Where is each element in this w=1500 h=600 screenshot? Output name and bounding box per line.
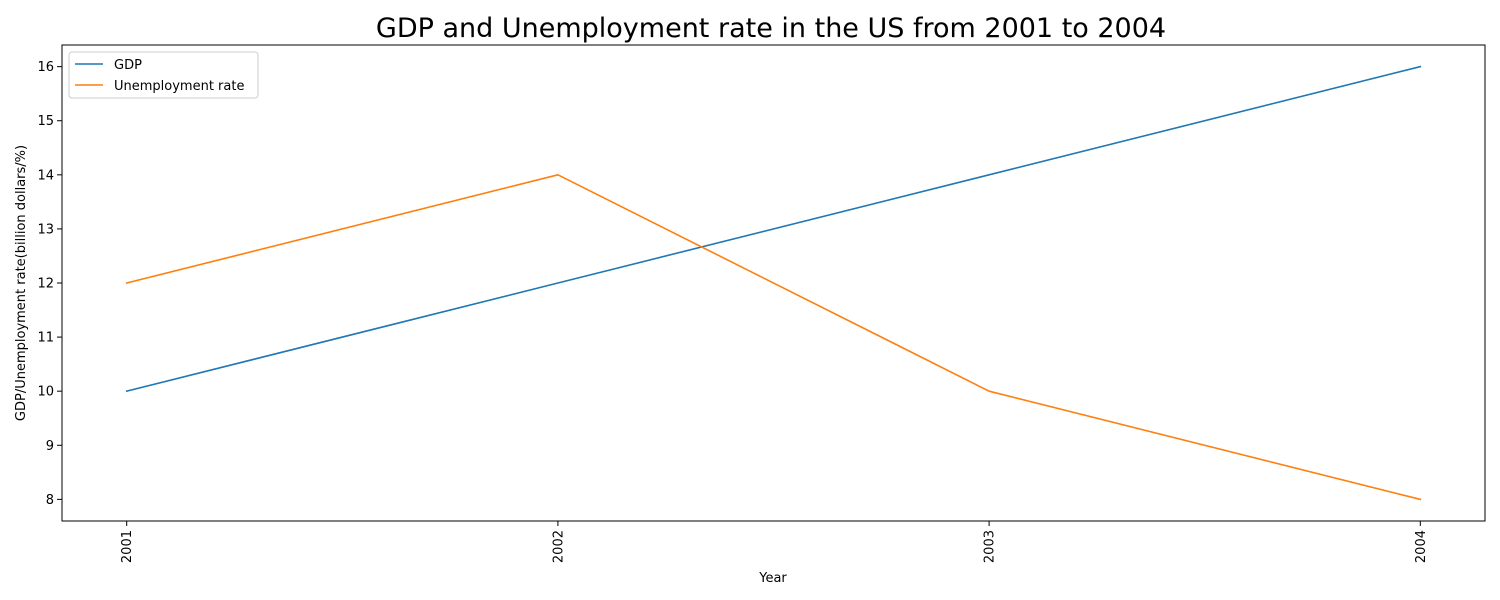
series-line-gdp [125, 65, 1422, 393]
y-tick-label: 13 [37, 222, 54, 237]
y-axis-label: GDP/Unemployment rate(billion dollars/%) [14, 145, 29, 421]
y-tick-label: 12 [37, 277, 54, 292]
legend-label-gdp: GDP [114, 58, 142, 73]
x-tick-label: 2002 [551, 530, 566, 563]
y-tick-label: 10 [37, 385, 54, 400]
y-axis: 8 9 10 11 12 13 14 15 16 [37, 60, 62, 508]
y-tick-label: 15 [37, 114, 54, 129]
x-axis: 2001 2002 2003 2004 [120, 521, 1429, 563]
y-tick-label: 8 [46, 493, 54, 508]
y-tick-label: 14 [37, 168, 54, 183]
legend-label-unemployment-rate: Unemployment rate [114, 79, 244, 94]
x-tick-label: 2001 [120, 530, 135, 563]
series-layer [125, 65, 1422, 501]
legend: GDP Unemployment rate [68, 51, 259, 99]
y-tick-label: 11 [37, 331, 54, 346]
y-tick-label: 16 [37, 60, 54, 75]
legend-box [68, 51, 259, 99]
series-line-unemployment-rate [125, 174, 1422, 501]
x-tick-label: 2003 [983, 530, 998, 563]
x-tick-label: 2004 [1414, 530, 1429, 563]
x-axis-label: Year [758, 571, 787, 586]
chart-title: GDP and Unemployment rate in the US from… [376, 13, 1166, 44]
y-tick-label: 9 [46, 439, 54, 454]
